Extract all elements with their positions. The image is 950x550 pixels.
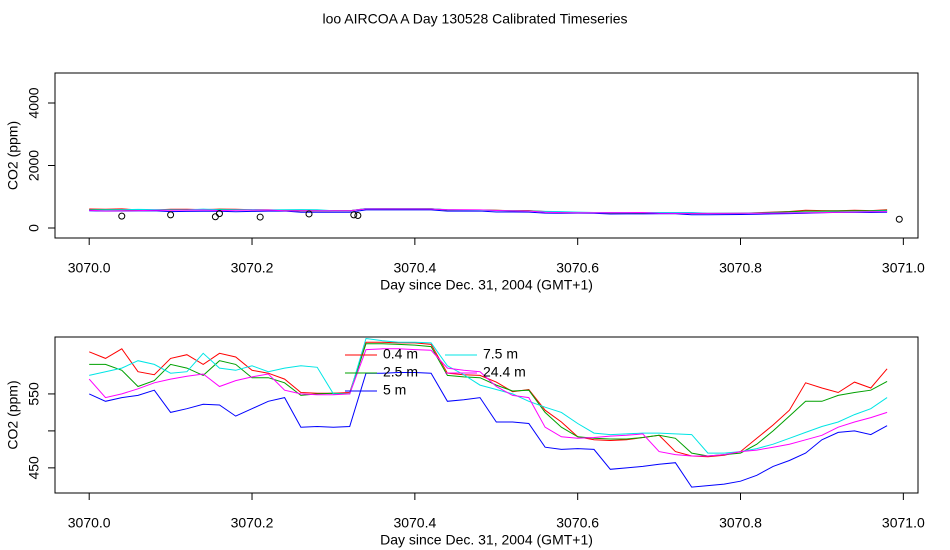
x-axis-label: Day since Dec. 31, 2004 (GMT+1)	[380, 277, 593, 293]
x-tick-label: 3071.0	[882, 260, 925, 276]
legend-label: 5 m	[383, 382, 406, 398]
y-tick-label: 0	[26, 224, 42, 232]
legend-label: 24.4 m	[483, 364, 526, 380]
x-tick-label: 3070.2	[231, 515, 274, 531]
x-tick-label: 3070.0	[68, 260, 111, 276]
data-point	[118, 212, 126, 220]
series-line	[88, 372, 888, 488]
x-axis-label: Day since Dec. 31, 2004 (GMT+1)	[380, 532, 593, 548]
plot-frame	[54, 336, 919, 494]
x-tick-label: 3070.4	[393, 515, 436, 531]
y-tick-label: 550	[26, 382, 42, 406]
y-tick-label: 2000	[26, 150, 42, 181]
data-point	[167, 211, 175, 219]
data-point	[211, 213, 219, 221]
series-line	[89, 208, 888, 214]
series-line	[89, 337, 888, 454]
y-tick-label: 450	[26, 456, 42, 480]
legend-label: 0.4 m	[383, 346, 418, 362]
x-tick-label: 3070.6	[556, 515, 599, 531]
x-tick-label: 3070.4	[393, 260, 436, 276]
x-tick-label: 3071.0	[882, 515, 925, 531]
data-point	[895, 215, 903, 223]
series-line	[88, 348, 888, 457]
x-tick-label: 3070.0	[68, 515, 111, 531]
data-point	[215, 210, 223, 218]
x-tick-label: 3070.6	[556, 260, 599, 276]
plot-frame	[54, 72, 919, 239]
data-point	[354, 212, 362, 219]
x-tick-label: 3070.8	[719, 260, 762, 276]
data-point	[350, 211, 358, 219]
legend-label: 2.5 m	[383, 364, 418, 380]
x-tick-label: 3070.2	[231, 260, 274, 276]
figure-title: loo AIRCOA A Day 130528 Calibrated Times…	[322, 11, 627, 27]
y-tick-label: 4000	[26, 87, 42, 118]
data-point	[256, 213, 264, 221]
data-point	[305, 210, 313, 218]
y-axis-label: CO2 (ppm)	[5, 380, 21, 449]
legend-label: 7.5 m	[483, 346, 518, 362]
series-line	[89, 209, 888, 216]
series-line	[89, 343, 888, 457]
y-axis-label: CO2 (ppm)	[5, 121, 21, 190]
x-tick-label: 3070.8	[719, 515, 762, 531]
